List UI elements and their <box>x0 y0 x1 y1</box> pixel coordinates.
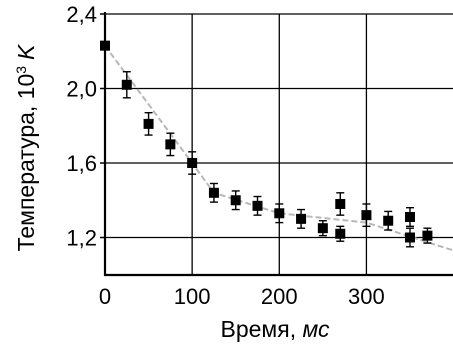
y-tick-label-1: 1,6 <box>66 151 97 176</box>
data-marker-2 <box>143 118 154 129</box>
plot-frame-layer <box>100 12 453 277</box>
data-point-1 <box>121 71 132 99</box>
data-point-7 <box>252 195 263 216</box>
x-tick-label-0: 0 <box>99 284 111 309</box>
data-marker-12 <box>335 228 346 239</box>
data-marker-4 <box>187 158 198 168</box>
data-point-15 <box>404 206 415 228</box>
data-marker-9 <box>296 213 307 224</box>
data-point-2 <box>143 112 154 136</box>
tick-labels-layer: 0 100 200 300 1,2 1,6 2,0 2,4 <box>66 2 384 309</box>
data-point-6 <box>230 190 241 211</box>
data-marker-1 <box>121 79 132 90</box>
data-marker-15 <box>404 212 415 223</box>
x-axis-label: Время, мс <box>221 316 330 342</box>
data-marker-10 <box>317 223 328 234</box>
x-tick-label-100: 100 <box>174 284 211 309</box>
y-tick-label-0: 1,2 <box>66 226 97 251</box>
x-tick-label-300: 300 <box>348 284 385 309</box>
data-marker-3 <box>165 139 176 150</box>
data-point-12 <box>335 225 346 242</box>
y-tick-label-2: 2,0 <box>66 77 97 102</box>
data-point-14 <box>383 210 394 231</box>
data-point-5 <box>208 182 219 203</box>
y-axis-label-prefix: Температура, 10 <box>13 74 39 252</box>
data-marker-14 <box>383 215 394 226</box>
x-tick-label-200: 200 <box>261 284 298 309</box>
data-marker-6 <box>230 195 241 206</box>
y-axis-label: Температура, 103 K <box>13 43 39 251</box>
y-axis-label-unit: K <box>13 43 39 60</box>
data-points-layer <box>100 40 433 248</box>
data-marker-7 <box>252 200 263 211</box>
data-marker-17 <box>422 230 433 241</box>
data-point-17 <box>422 227 433 244</box>
data-point-9 <box>296 208 307 229</box>
data-point-16 <box>404 227 415 248</box>
data-marker-8 <box>274 208 285 219</box>
x-axis-label-unit: мс <box>302 316 330 342</box>
data-point-10 <box>317 220 328 237</box>
data-point-8 <box>274 203 285 224</box>
data-point-11 <box>335 192 346 216</box>
trend-layer <box>104 45 453 252</box>
data-point-4 <box>187 151 198 175</box>
data-point-3 <box>165 132 176 157</box>
data-marker-13 <box>361 210 372 221</box>
trend-line <box>104 45 453 252</box>
data-marker-16 <box>404 232 415 243</box>
y-axis-label-exponent: 3 <box>13 66 29 74</box>
y-tick-label-3: 2,4 <box>66 2 97 27</box>
data-marker-11 <box>335 198 346 209</box>
grid-layer <box>105 13 453 275</box>
x-axis-label-prefix: Время, <box>221 316 303 342</box>
data-point-13 <box>361 203 372 228</box>
data-marker-5 <box>208 187 219 198</box>
